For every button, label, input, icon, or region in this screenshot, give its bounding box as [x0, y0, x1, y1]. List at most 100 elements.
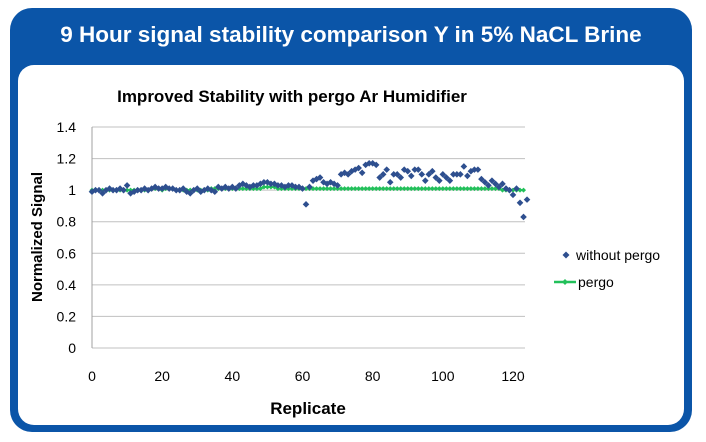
- pergo-point: [264, 184, 270, 190]
- without-pergo-point: [193, 185, 201, 192]
- pergo-point: [419, 186, 425, 192]
- without-pergo-point: [92, 186, 99, 194]
- without-pergo-point: [421, 177, 429, 184]
- legend-marker-pergo: [562, 279, 568, 285]
- without-pergo-point: [264, 178, 271, 186]
- without-pergo-point: [250, 182, 257, 189]
- y-tick-label: 1.4: [57, 119, 77, 135]
- pergo-point: [356, 186, 362, 192]
- legend-marker-without-pergo: [562, 251, 570, 259]
- pergo-point: [457, 186, 463, 192]
- pergo-point: [377, 186, 383, 192]
- without-pergo-point: [186, 190, 194, 197]
- without-pergo-point: [330, 180, 338, 188]
- pergo-point: [401, 186, 407, 192]
- slide-frame: 9 Hour signal stability comparison Y in …: [10, 8, 692, 432]
- without-pergo-point: [372, 161, 380, 169]
- without-pergo-point: [509, 191, 517, 199]
- without-pergo-point: [499, 180, 506, 188]
- pergo-point: [429, 186, 435, 192]
- without-pergo-point: [299, 185, 306, 192]
- pergo-point: [440, 186, 446, 192]
- without-pergo-point: [211, 188, 219, 196]
- without-pergo-point: [379, 171, 387, 178]
- pergo-point: [370, 186, 376, 192]
- without-pergo-point: [478, 175, 485, 183]
- without-pergo-point: [127, 190, 134, 197]
- pergo-point: [261, 184, 267, 190]
- x-tick-label: 20: [154, 368, 170, 384]
- pergo-point: [471, 186, 477, 192]
- pergo-point: [447, 186, 453, 192]
- without-pergo-point: [292, 183, 299, 191]
- without-pergo-point: [204, 185, 212, 192]
- without-pergo-point: [109, 186, 117, 194]
- pergo-point: [366, 186, 372, 192]
- pergo-point: [422, 186, 428, 192]
- without-pergo-point: [520, 213, 527, 221]
- pergo-point: [363, 186, 369, 192]
- without-pergo-point: [390, 171, 398, 178]
- pergo-point: [384, 186, 390, 192]
- pergo-point: [314, 186, 320, 192]
- without-pergo-point: [439, 171, 447, 178]
- pergo-point: [342, 186, 348, 192]
- without-pergo-point: [158, 185, 166, 192]
- without-pergo-point: [309, 177, 317, 184]
- without-pergo-point: [450, 171, 457, 178]
- without-pergo-point: [429, 167, 436, 175]
- x-tick-label: 40: [225, 368, 241, 384]
- without-pergo-point: [488, 177, 496, 184]
- pergo-point: [450, 186, 456, 192]
- without-pergo-point: [464, 172, 471, 180]
- y-tick-label: 0.4: [57, 277, 77, 293]
- x-axis-label: Replicate: [270, 399, 346, 418]
- x-tick-label: 0: [88, 368, 96, 384]
- without-pergo-point: [471, 166, 478, 173]
- without-pergo-point: [407, 172, 415, 180]
- without-pergo-point: [443, 174, 450, 181]
- pergo-point: [387, 186, 393, 192]
- without-pergo-point: [257, 180, 264, 188]
- pergo-point: [436, 186, 442, 192]
- without-pergo-point: [130, 188, 138, 196]
- pergo-point: [398, 186, 404, 192]
- without-pergo-point: [414, 166, 422, 173]
- without-pergo-point: [460, 163, 468, 170]
- legend-label-pergo: pergo: [578, 274, 614, 290]
- without-pergo-point: [485, 182, 492, 189]
- without-pergo-point: [88, 188, 96, 196]
- without-pergo-point: [369, 160, 376, 167]
- without-pergo-point: [453, 171, 461, 178]
- pergo-point: [461, 186, 467, 192]
- without-pergo-point: [99, 190, 106, 197]
- without-pergo-point: [474, 166, 482, 173]
- pergo-point: [468, 186, 474, 192]
- without-pergo-point: [179, 185, 187, 192]
- without-pergo-point: [123, 182, 131, 189]
- without-pergo-point: [446, 177, 454, 184]
- y-tick-label: 0: [68, 340, 76, 356]
- without-pergo-point: [432, 174, 440, 181]
- without-pergo-point: [481, 178, 489, 186]
- pergo-point: [345, 186, 351, 192]
- without-pergo-point: [172, 186, 180, 194]
- without-pergo-point: [225, 185, 233, 192]
- pergo-point: [464, 186, 470, 192]
- without-pergo-point: [313, 175, 320, 183]
- without-pergo-point: [495, 183, 503, 191]
- without-pergo-point: [341, 169, 348, 177]
- without-pergo-point: [232, 185, 240, 192]
- y-tick-label: 0.6: [57, 245, 77, 261]
- without-pergo-point: [492, 180, 499, 188]
- pergo-point: [426, 186, 432, 192]
- pergo-point: [359, 186, 365, 192]
- pergo-point: [324, 186, 330, 192]
- chart-panel: [18, 65, 684, 425]
- slide-title: 9 Hour signal stability comparison Y in …: [60, 22, 642, 47]
- without-pergo-point: [404, 167, 412, 175]
- without-pergo-point: [418, 171, 426, 178]
- pergo-point: [124, 187, 130, 193]
- pergo-point: [257, 186, 263, 192]
